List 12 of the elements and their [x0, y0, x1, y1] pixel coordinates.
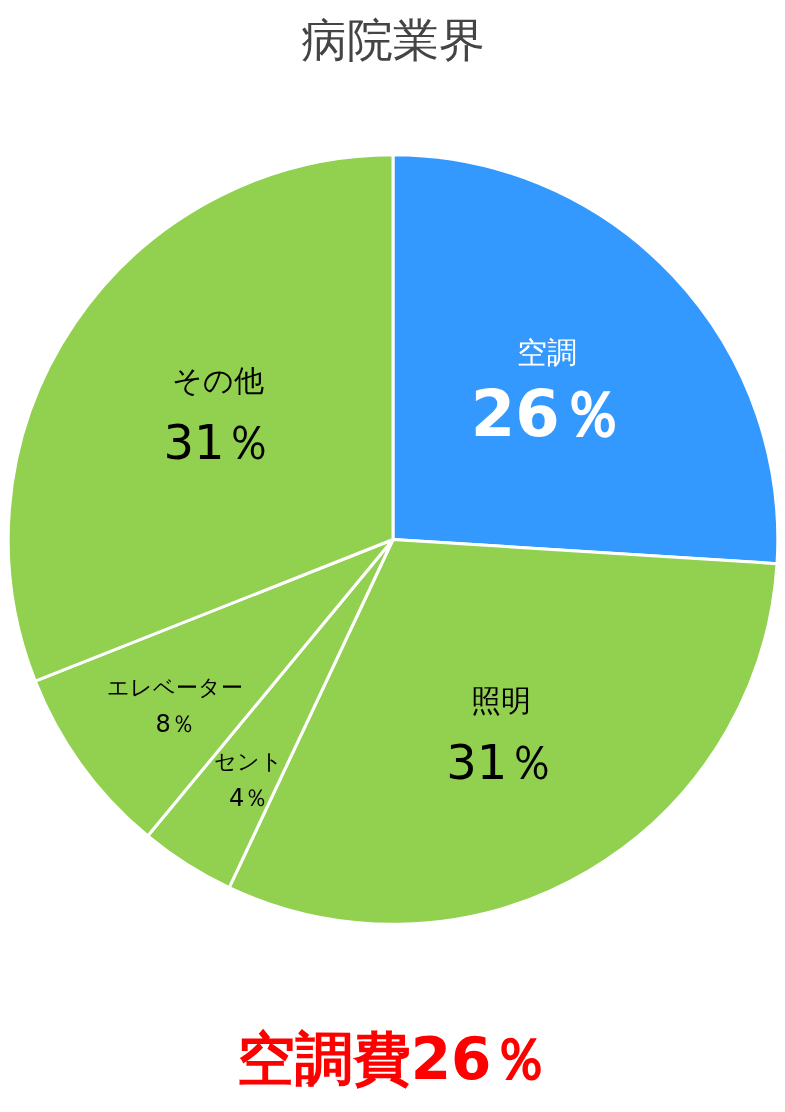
data-label: 31％ [163, 413, 273, 470]
slice-label: 照明 [470, 683, 531, 719]
data-label: 31％ [446, 734, 556, 791]
slice-label: 空調 [517, 334, 578, 370]
slice-label: エレベーター [107, 675, 244, 701]
slice-label: セント [214, 748, 284, 774]
text: 空調費26％ [236, 1024, 550, 1093]
data-label: 26％ [470, 376, 624, 451]
data-label: 8％ [155, 710, 195, 739]
data-label: 4％ [229, 784, 269, 813]
chart-title: 病院業界 [301, 12, 485, 67]
slice-label: その他 [171, 362, 264, 398]
